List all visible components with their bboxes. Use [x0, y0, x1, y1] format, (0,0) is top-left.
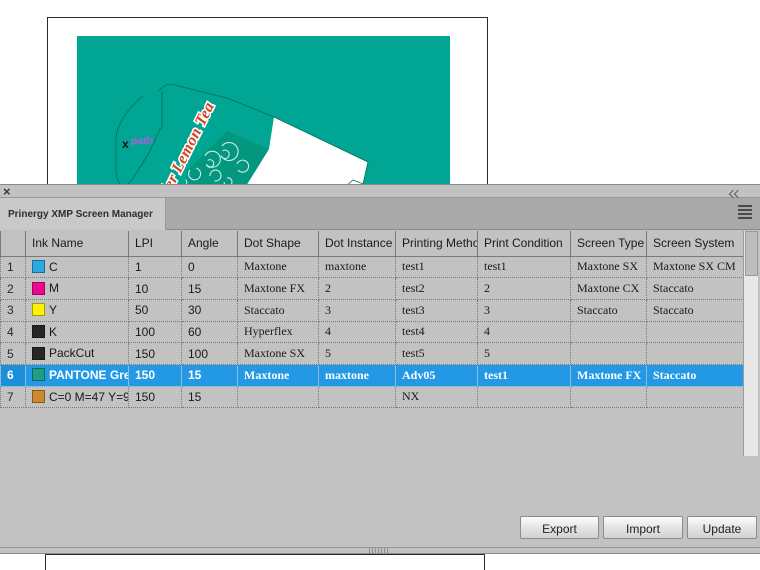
svg-text:x: x [122, 137, 129, 151]
svg-text:path: path [131, 135, 153, 147]
